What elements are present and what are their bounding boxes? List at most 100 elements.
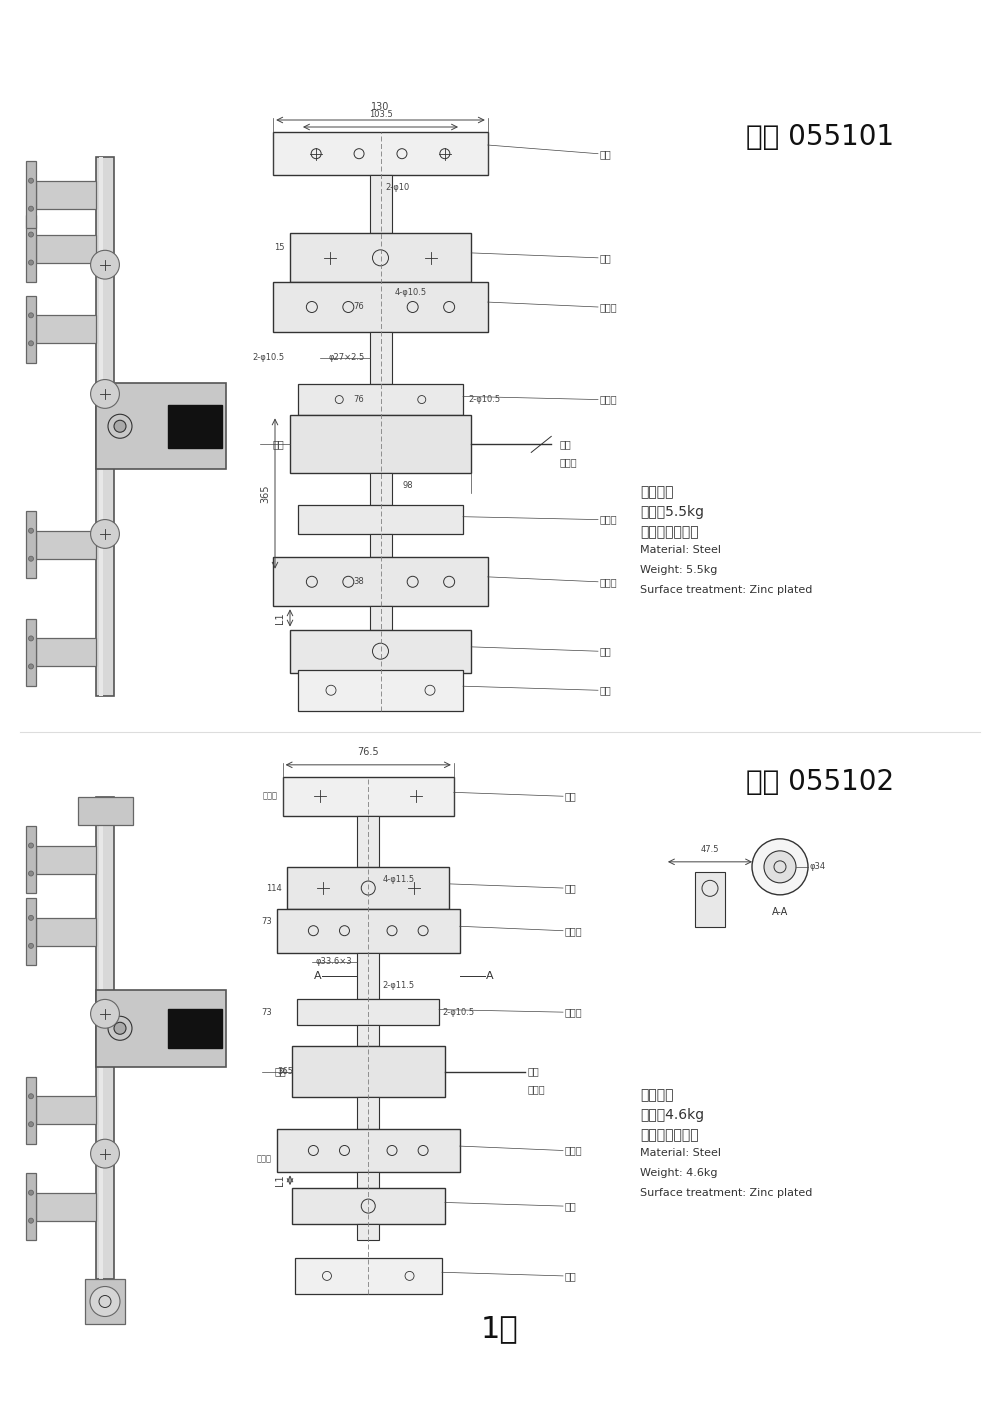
Bar bbox=[36, 918, 96, 945]
Text: 锁能: 锁能 bbox=[600, 685, 612, 695]
Text: 1页: 1页 bbox=[481, 1315, 519, 1343]
Circle shape bbox=[91, 519, 119, 549]
Text: 材料：钢: 材料：钢 bbox=[640, 485, 674, 498]
Text: 锁头: 锁头 bbox=[600, 253, 612, 263]
Text: 130: 130 bbox=[371, 102, 390, 112]
Bar bbox=[357, 952, 379, 999]
Bar bbox=[26, 618, 36, 686]
Bar bbox=[26, 826, 36, 893]
Bar bbox=[26, 161, 36, 228]
Text: 重量：5.5kg: 重量：5.5kg bbox=[640, 505, 704, 519]
Bar bbox=[370, 331, 392, 383]
Bar bbox=[36, 316, 96, 344]
Text: 114: 114 bbox=[266, 883, 282, 893]
Bar bbox=[292, 1046, 445, 1098]
Text: 合肥远中汽车配件有限公司: 合肥远中汽车配件有限公司 bbox=[340, 24, 660, 68]
Circle shape bbox=[28, 1190, 34, 1196]
Text: 手柄盘: 手柄盘 bbox=[559, 457, 577, 467]
Bar bbox=[36, 1193, 96, 1221]
Bar bbox=[36, 531, 96, 559]
Text: 98: 98 bbox=[402, 481, 413, 491]
Bar bbox=[290, 630, 471, 674]
Text: 2-φ11.5: 2-φ11.5 bbox=[382, 981, 414, 989]
Text: 76.5: 76.5 bbox=[357, 747, 379, 757]
Bar bbox=[36, 638, 96, 666]
Text: 定位环: 定位环 bbox=[263, 792, 278, 801]
Bar bbox=[168, 1009, 222, 1047]
Bar bbox=[695, 872, 725, 927]
Circle shape bbox=[91, 250, 119, 279]
Text: 365: 365 bbox=[277, 1067, 293, 1077]
Bar bbox=[36, 235, 96, 263]
Circle shape bbox=[752, 839, 808, 894]
Circle shape bbox=[28, 944, 34, 948]
Bar bbox=[36, 846, 96, 873]
Bar bbox=[26, 1173, 36, 1241]
Circle shape bbox=[28, 556, 34, 562]
Text: 大托架: 大托架 bbox=[565, 925, 583, 935]
Text: 2-φ10.5: 2-φ10.5 bbox=[442, 1007, 474, 1016]
Text: 锁能: 锁能 bbox=[565, 1271, 577, 1281]
Bar bbox=[26, 511, 36, 579]
Text: Surface treatment: Zinc plated: Surface treatment: Zinc plated bbox=[640, 1189, 812, 1199]
Bar bbox=[297, 999, 439, 1024]
Text: 73: 73 bbox=[261, 917, 272, 927]
Text: A-A: A-A bbox=[772, 907, 788, 917]
Circle shape bbox=[91, 1139, 119, 1167]
Bar bbox=[357, 1024, 379, 1046]
Bar bbox=[168, 405, 222, 447]
Bar bbox=[96, 989, 226, 1067]
Bar bbox=[370, 607, 392, 630]
Bar bbox=[96, 797, 114, 1279]
Text: 76: 76 bbox=[354, 395, 364, 405]
Text: φ33.6×3: φ33.6×3 bbox=[316, 958, 352, 966]
Text: 方块: 方块 bbox=[273, 440, 285, 450]
Bar bbox=[78, 797, 132, 825]
Bar bbox=[290, 233, 471, 283]
Bar bbox=[298, 383, 463, 416]
Text: Material: Steel: Material: Steel bbox=[640, 545, 721, 555]
Text: 手锁盘: 手锁盘 bbox=[528, 1085, 546, 1095]
Bar bbox=[273, 132, 488, 175]
Bar bbox=[26, 296, 36, 362]
Text: 大托架: 大托架 bbox=[565, 1146, 583, 1156]
Circle shape bbox=[91, 379, 119, 409]
Bar bbox=[357, 1173, 379, 1189]
Circle shape bbox=[28, 528, 34, 533]
Bar bbox=[26, 899, 36, 965]
Text: 锁头: 锁头 bbox=[600, 647, 612, 657]
Text: 手柄: 手柄 bbox=[528, 1067, 540, 1077]
Bar bbox=[294, 1258, 442, 1293]
Bar bbox=[273, 283, 488, 331]
Bar bbox=[96, 383, 226, 470]
Text: A: A bbox=[486, 971, 494, 981]
Text: 锁头: 锁头 bbox=[565, 883, 577, 893]
Text: 15: 15 bbox=[274, 243, 285, 252]
Circle shape bbox=[28, 313, 34, 318]
Bar bbox=[298, 505, 463, 533]
Text: 4-φ10.5: 4-φ10.5 bbox=[394, 287, 427, 297]
Circle shape bbox=[28, 635, 34, 641]
Text: 38: 38 bbox=[354, 577, 364, 586]
Circle shape bbox=[28, 1094, 34, 1098]
Circle shape bbox=[28, 664, 34, 669]
Text: Weight: 5.5kg: Weight: 5.5kg bbox=[640, 565, 717, 574]
Bar bbox=[283, 777, 454, 815]
Bar bbox=[370, 473, 392, 505]
Text: 表面处理：镀锌: 表面处理：镀锌 bbox=[640, 1129, 699, 1142]
Bar bbox=[277, 1129, 460, 1173]
Text: 方块: 方块 bbox=[275, 1067, 287, 1077]
Circle shape bbox=[28, 872, 34, 876]
Text: 47.5: 47.5 bbox=[701, 845, 719, 853]
Text: 定位环: 定位环 bbox=[257, 1155, 272, 1163]
Text: φ27×2.5: φ27×2.5 bbox=[328, 354, 364, 362]
Bar bbox=[26, 215, 36, 282]
Bar bbox=[85, 1279, 125, 1324]
Circle shape bbox=[91, 999, 119, 1029]
Text: 锁头: 锁头 bbox=[565, 1201, 577, 1211]
Bar bbox=[277, 908, 460, 952]
Circle shape bbox=[28, 1218, 34, 1223]
Bar bbox=[36, 1097, 96, 1125]
Bar bbox=[357, 815, 379, 867]
Bar bbox=[292, 1189, 445, 1224]
